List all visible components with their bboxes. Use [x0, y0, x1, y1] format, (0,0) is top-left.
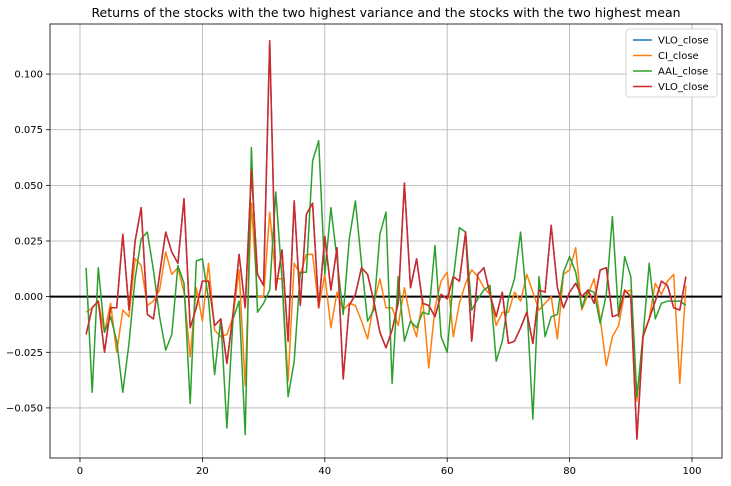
series-line: [85, 39, 687, 440]
legend: VLO_close CI_close AAL_close VLO_close: [625, 28, 718, 98]
x-tick-label: 60: [441, 466, 454, 477]
x-axis: 0 20 40 60 80 100: [77, 458, 702, 477]
x-tick-label: 0: [77, 466, 83, 477]
y-tick-label: 0.100: [14, 70, 43, 81]
y-tick-label: −0.050: [6, 403, 43, 414]
y-tick-label: 0.025: [14, 237, 43, 248]
y-tick-label: 0.050: [14, 181, 43, 192]
legend-label: AAL_close: [658, 67, 708, 78]
y-axis: −0.050 −0.025 0.000 0.025 0.050 0.075 0.100: [6, 70, 50, 414]
x-tick-label: 80: [563, 466, 576, 477]
x-tick-label: 40: [318, 466, 331, 477]
x-tick-label: 20: [196, 466, 209, 477]
y-tick-label: 0.000: [14, 292, 43, 303]
grid: [50, 24, 722, 458]
legend-label: VLO_close: [658, 36, 709, 47]
legend-label: CI_close: [658, 51, 699, 62]
chart-title: Returns of the stocks with the two highe…: [91, 5, 680, 20]
y-tick-label: −0.025: [6, 348, 43, 359]
legend-box: [625, 28, 718, 98]
legend-label: VLO_close: [658, 82, 709, 93]
x-tick-label: 100: [682, 466, 701, 477]
series-lines: [85, 39, 687, 440]
series-line: [85, 140, 687, 436]
series-line: [85, 39, 687, 440]
y-tick-label: 0.075: [14, 125, 43, 136]
